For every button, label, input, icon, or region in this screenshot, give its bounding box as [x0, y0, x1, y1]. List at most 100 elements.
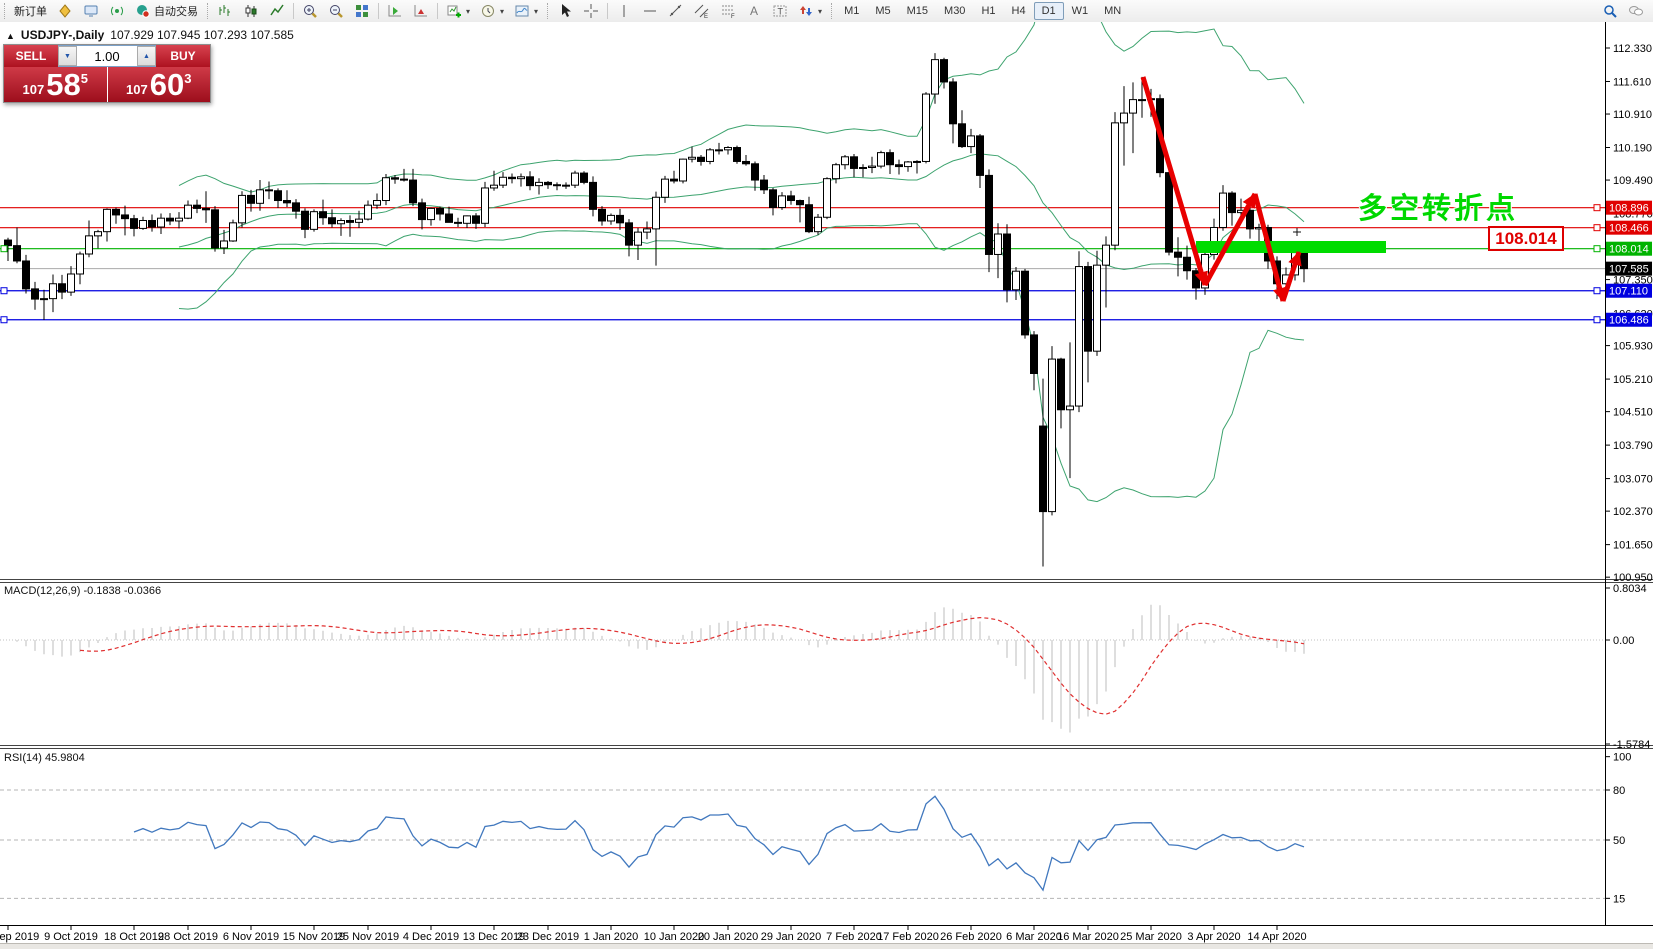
vertical-line-tool-button[interactable] — [611, 1, 637, 22]
volume-value[interactable]: 1.00 — [94, 48, 120, 64]
arrows-icon — [800, 6, 813, 16]
templates-button[interactable]: ▾ — [509, 1, 543, 22]
timeframe-button-M5[interactable]: M5 — [875, 5, 891, 17]
collapse-arrow-icon[interactable]: ▲ — [6, 31, 15, 41]
support-highlight-bar[interactable] — [1196, 241, 1386, 253]
new-order-label: 新订单 — [14, 6, 47, 18]
line-chart-mode-button[interactable] — [264, 1, 290, 22]
zigzag-arrows[interactable] — [1140, 76, 1302, 302]
sell-button[interactable]: SELL — [4, 45, 58, 67]
macd-axis-label: 0.8034 — [1613, 583, 1647, 595]
zoom-in-icon — [304, 5, 317, 18]
line-anchor-handle[interactable] — [0, 245, 8, 253]
price-axis-tick-label: 105.210 — [1613, 374, 1653, 386]
buy-price-button[interactable]: 107 60 3 — [107, 67, 210, 102]
timeframe-button-MN[interactable]: MN — [1104, 5, 1122, 17]
auto-trading-icon — [137, 5, 150, 18]
line-anchor-handle[interactable] — [1593, 287, 1601, 295]
axis-price-label-text: 108.896 — [1609, 203, 1649, 215]
zoom-in-button[interactable] — [297, 1, 323, 22]
timeframe-button-M15[interactable]: M15 — [906, 5, 929, 17]
rsi-indicator — [133, 795, 1305, 892]
line-anchor-handle[interactable] — [1593, 204, 1601, 212]
clock-icon — [482, 5, 495, 17]
buy-button[interactable]: BUY — [156, 45, 210, 67]
price-flag-annotation[interactable]: 108.014 — [1488, 226, 1564, 251]
crosshair-tool-button[interactable] — [578, 1, 604, 22]
auto-trading-button[interactable]: 自动交易 — [130, 1, 203, 22]
chart-window[interactable]: 112.330111.610110.910110.190109.490108.7… — [0, 22, 1653, 949]
auto-scroll-button[interactable] — [382, 1, 408, 22]
line-anchor-handle[interactable] — [1593, 316, 1601, 324]
rsi-panel-label: RSI(14) 45.9804 — [4, 752, 85, 764]
turning-point-annotation[interactable]: 多空转折点 — [1358, 193, 1519, 225]
date-axis-label: 1 Jan 2020 — [584, 931, 638, 943]
status-strip — [0, 943, 1653, 949]
price-axis-tick-label: 109.490 — [1613, 175, 1653, 187]
dropdown-arrow-icon: ▾ — [534, 6, 539, 16]
chart-canvas[interactable]: 112.330111.610110.910110.190109.490108.7… — [0, 22, 1653, 949]
volume-increase-button[interactable]: ▲ — [137, 46, 156, 66]
fibonacci-tool-button[interactable]: F — [715, 1, 741, 22]
horizontal-line-tool-button[interactable] — [637, 1, 663, 22]
terminal-button[interactable] — [78, 1, 104, 22]
volume-decrease-button[interactable]: ▼ — [58, 46, 77, 66]
trendline-tool-button[interactable] — [663, 1, 689, 22]
axis-price-label — [1606, 200, 1652, 215]
one-click-trade-panel: SELL ▼ 1.00 ▲ BUY 107 58 5 107 60 3 — [3, 44, 211, 103]
axis-price-label-text: 107.110 — [1609, 286, 1648, 298]
timeframe-button-H4[interactable]: H4 — [1011, 5, 1026, 17]
toolbar-separator — [293, 3, 294, 19]
line-anchor-handle[interactable] — [0, 316, 8, 324]
bar-chart-mode-button[interactable] — [212, 1, 238, 22]
channel-icon-letter: E — [704, 14, 708, 19]
timeframe-button-M1[interactable]: M1 — [844, 5, 860, 17]
terminal-icon — [84, 5, 98, 17]
bollinger-bands — [178, 22, 1305, 503]
new-order-button[interactable]: 新订单 — [9, 1, 52, 22]
tile-windows-icon — [356, 5, 368, 17]
market-watch-button[interactable] — [52, 1, 78, 22]
axis-price-label — [1606, 312, 1652, 327]
line-anchor-handle[interactable] — [1593, 224, 1601, 232]
line-chart-icon — [270, 4, 284, 16]
line-anchor-handle[interactable] — [0, 287, 8, 295]
timeframe-button-M30[interactable]: M30 — [944, 5, 966, 17]
chat-button[interactable] — [1623, 1, 1649, 22]
chart-shift-button[interactable] — [408, 1, 434, 22]
date-axis-label: 4 Dec 2019 — [403, 931, 459, 943]
axis-price-label — [1606, 261, 1652, 276]
price-axis-tick-label: 110.910 — [1613, 109, 1652, 121]
timeframe-button-D1[interactable]: D1 — [1033, 2, 1064, 20]
sell-price-button[interactable]: 107 58 5 — [4, 67, 107, 102]
timeframe-button-H1[interactable]: H1 — [981, 5, 996, 17]
signals-button[interactable] — [104, 1, 130, 22]
label-tool-button[interactable]: T — [767, 1, 793, 22]
axis-price-label — [1606, 241, 1652, 256]
rsi-axis-label: 80 — [1613, 785, 1625, 797]
auto-trading-label: 自动交易 — [154, 6, 198, 18]
tile-windows-button[interactable] — [349, 1, 375, 22]
cross-marker — [1293, 228, 1301, 236]
candlestick-mode-button[interactable] — [238, 1, 264, 22]
axis-price-label — [1606, 283, 1652, 298]
date-axis-label: 25 Nov 2019 — [337, 931, 399, 943]
line-anchor-handle[interactable] — [1593, 245, 1601, 253]
toolbar-grip — [4, 3, 5, 19]
toolbar-grip — [207, 3, 208, 19]
buy-price-big: 60 — [149, 67, 185, 102]
macd-axis-label: 0.00 — [1613, 635, 1634, 647]
zoom-out-button[interactable] — [323, 1, 349, 22]
search-button[interactable] — [1597, 1, 1623, 22]
search-icon — [1604, 5, 1617, 18]
new-chart-button[interactable]: ▾ — [441, 1, 475, 22]
text-icon-letter: A — [750, 4, 758, 18]
crosshair-icon — [584, 4, 599, 18]
timeframes-menu-button[interactable]: ▾ — [475, 1, 509, 22]
channel-tool-button[interactable]: E — [689, 1, 715, 22]
buy-price-prefix: 107 — [126, 82, 148, 97]
timeframe-button-W1[interactable]: W1 — [1071, 5, 1089, 17]
text-tool-button[interactable]: A — [741, 1, 767, 22]
arrows-tool-button[interactable]: ▾ — [793, 1, 827, 22]
cursor-tool-button[interactable] — [552, 1, 578, 22]
